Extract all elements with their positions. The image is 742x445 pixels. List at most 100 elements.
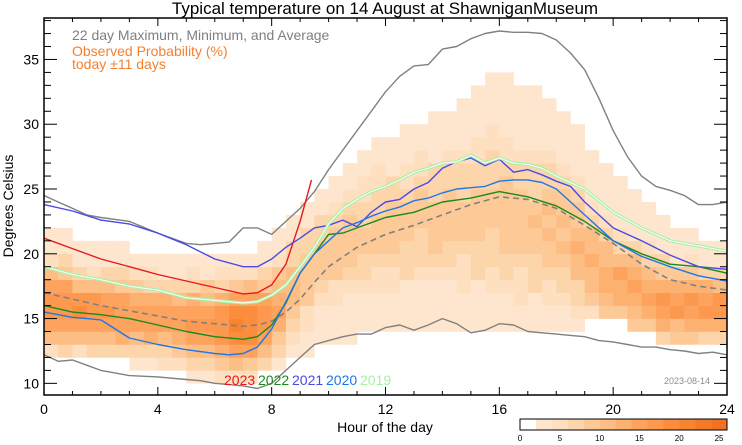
year-label-2021: 2021 [292,372,323,388]
heatmap-cell [72,279,87,293]
heatmap-cell [428,150,443,164]
heatmap-cell [100,331,116,345]
heatmap-cell [385,253,401,268]
heatmap-cell [584,253,600,268]
heatmap-cell [556,305,571,319]
heatmap-cell [58,227,73,242]
heatmap-cell [371,318,386,332]
heatmap-cell [243,344,258,358]
heatmap-cell [485,201,500,216]
heatmap-cell [300,292,315,306]
heatmap-cell [271,305,287,319]
heatmap-cell [485,266,500,280]
heatmap-cell [442,111,457,125]
heatmap-cell [157,357,173,371]
heatmap-cell [613,305,628,319]
heatmap-cell [413,176,429,190]
heatmap-cell [470,253,486,268]
heatmap-cell [485,305,500,319]
colorbar-swatch [535,419,553,430]
heatmap-cell [613,227,628,242]
heatmap-cell [271,227,287,242]
heatmap-cell [556,214,571,229]
heatmap-cell [527,292,543,306]
heatmap-cell [542,227,557,242]
heatmap-cell [186,370,201,384]
heatmap-cell [570,253,586,268]
heatmap-cell [413,150,429,164]
heatmap-cell [598,305,614,319]
heatmap-cell [129,357,144,371]
heatmap-cell [598,189,614,203]
heatmap-cell [655,331,671,345]
heatmap-cell [570,227,586,242]
x-axis-label: Hour of the day [337,419,433,435]
heatmap-cell [470,176,486,190]
heatmap-cell [442,201,457,216]
heatmap-cell [413,227,429,242]
heatmap-cell [300,318,315,332]
heatmap-cell [442,227,457,242]
year-label-2020: 2020 [326,372,357,388]
heatmap-cell [399,189,415,203]
heatmap-cell [684,227,699,242]
heatmap-cell [115,240,130,255]
heatmap-cell [72,292,87,306]
heatmap-cell [456,253,472,268]
heatmap-cell [228,279,244,293]
heatmap-cell [285,331,301,345]
heatmap-cell [598,240,614,255]
heatmap-cell [670,318,685,332]
heatmap-cell [143,292,159,306]
colorbar-swatch [663,419,680,430]
heatmap-cell [485,253,500,268]
heatmap-cell [300,266,315,280]
heatmap-cell [470,214,486,229]
heatmap-cell [328,266,344,280]
heatmap-cell [513,227,529,242]
heatmap-cell [328,189,344,203]
heatmap-cell [342,292,358,306]
series-line-2021 [43,157,728,270]
heatmap-cell [86,318,102,332]
heatmap-cell [44,227,59,242]
heatmap-cell [385,305,401,319]
heatmap-cell [556,124,571,138]
heatmap-cell [271,344,287,358]
colorbar-tick-label: 10 [595,434,604,443]
heatmap-cell [257,344,272,358]
heatmap-cell [584,279,600,293]
heatmap-cell [456,176,472,190]
heatmap-cell [470,124,486,138]
heatmap-cell [670,227,685,242]
heatmap-cell [470,227,486,242]
heatmap-cell [670,292,685,306]
heatmap-cell [200,357,216,371]
heatmap-cell [655,266,671,280]
heatmap-cell [641,214,657,229]
heatmap-cell [172,305,187,319]
heatmap-cell [556,240,571,255]
heatmap-cell [499,189,514,203]
heatmap-cell [456,318,472,332]
heatmap-cell [627,318,642,332]
heatmap-cell [385,279,401,293]
heatmap-cell [456,227,472,242]
axis-ticks: 0 4 8 12 16 20 24 10 15 20 25 30 35 [23,18,735,417]
colorbar-frame [519,418,728,431]
heatmap-cell [698,305,714,319]
heatmap-cell [627,189,642,203]
heatmap-cell [513,124,529,138]
heatmap-cell [556,292,571,306]
heatmap-cell [228,305,244,319]
heatmap-cell [143,318,159,332]
heatmap-cell [655,292,671,306]
heatmap-cell [442,292,457,306]
heatmap-cell [499,266,514,280]
heatmap-cell [243,305,258,319]
heatmap-cell [357,318,372,332]
heatmap-cell [598,253,614,268]
heatmap-cell [598,292,614,306]
heatmap-cell [513,292,529,306]
heatmap-cell [499,253,514,268]
